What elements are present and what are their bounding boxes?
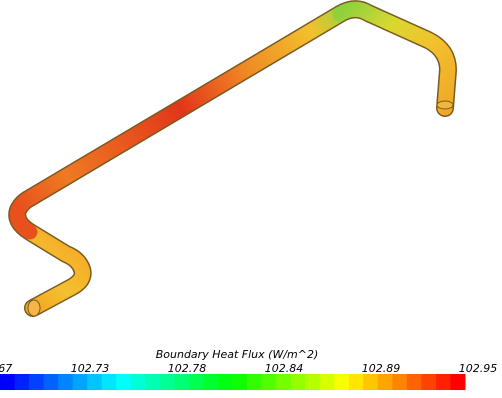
colorbar-segment: [102, 374, 117, 390]
colorbar-segment: [450, 374, 465, 390]
colorbar-segment: [247, 374, 262, 390]
colorbar-segment: [131, 374, 146, 390]
colorbar-label: 102.95: [459, 362, 498, 375]
colorbar-segment: [73, 374, 88, 390]
colorbar-segment: [44, 374, 59, 390]
colorbar-segment: [407, 374, 422, 390]
colorbar-label: 102.78: [168, 362, 207, 375]
colorbar-label: 102.84: [265, 362, 304, 375]
colorbar-segment: [363, 374, 378, 390]
colorbar-segment: [436, 374, 451, 390]
colorbar-segment: [87, 374, 102, 390]
colorbar-segment: [174, 374, 189, 390]
colorbar-segment: [203, 374, 218, 390]
colorbar-segment: [145, 374, 160, 390]
colorbar-segment: [276, 374, 291, 390]
scene: Boundary Heat Flux (W/m^2) 102.67 102.73 1…: [0, 0, 502, 398]
colorbar-label: 102.73: [71, 362, 110, 375]
colorbar-segment: [320, 374, 335, 390]
colorbar-label: 102.89: [362, 362, 401, 375]
colorbar-label: 102.67: [0, 362, 12, 375]
colorbar: [0, 374, 466, 390]
viewport: Boundary Heat Flux (W/m^2) 102.67 102.73 1…: [0, 0, 502, 398]
colorbar-segment: [392, 374, 407, 390]
colorbar-segment: [0, 374, 15, 390]
colorbar-segment: [334, 374, 349, 390]
colorbar-segment: [262, 374, 277, 390]
colorbar-segment: [349, 374, 364, 390]
colorbar-segment: [305, 374, 320, 390]
colorbar-segment: [291, 374, 306, 390]
colorbar-segment: [378, 374, 393, 390]
pipe: [17, 9, 453, 316]
colorbar-segment: [15, 374, 30, 390]
colorbar-segment: [233, 374, 248, 390]
colorbar-segment: [160, 374, 175, 390]
colorbar-segment: [29, 374, 44, 390]
colorbar-title: Boundary Heat Flux (W/m^2): [156, 348, 319, 361]
colorbar-segment: [421, 374, 436, 390]
colorbar-segment: [58, 374, 73, 390]
colorbar-segment: [116, 374, 131, 390]
colorbar-segment: [218, 374, 233, 390]
colorbar-segment: [189, 374, 204, 390]
